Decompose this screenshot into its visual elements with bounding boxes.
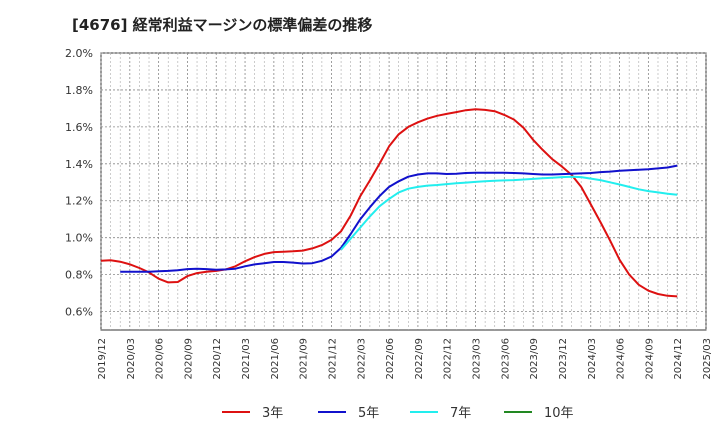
y-tick-label: 1.6% <box>65 121 93 134</box>
x-tick-label: 2020/06 <box>155 338 166 380</box>
x-tick-label: 2020/12 <box>212 338 223 380</box>
y-axis: 0.6% 0.8% 1.0% 1.2% 1.4% 1.6% 1.8% 2.0% <box>65 47 93 319</box>
x-tick-label: 2022/06 <box>385 338 396 380</box>
legend-label-2: 5年 <box>358 406 379 421</box>
x-tick-label: 2024/06 <box>616 338 627 380</box>
legend-label-3: 7年 <box>450 406 471 421</box>
x-tick-label: 2021/12 <box>327 338 338 380</box>
series-line-1 <box>100 108 678 298</box>
x-tick-label: 2021/09 <box>299 338 310 380</box>
y-tick-label: 1.4% <box>65 158 93 171</box>
series-line-2 <box>120 164 678 273</box>
x-tick-label: 2023/03 <box>472 338 483 380</box>
y-tick-label: 0.8% <box>65 269 93 282</box>
x-tick-label: 2024/03 <box>587 338 598 380</box>
legend-label-4: 10年 <box>544 406 574 421</box>
y-gridlines <box>101 52 706 312</box>
x-tick-label: 2020/03 <box>126 338 137 380</box>
y-tick-label: 1.0% <box>65 232 93 245</box>
x-tick-label: 2022/09 <box>414 338 425 380</box>
legend-label-1: 3年 <box>262 406 283 421</box>
legend: 3年 5年 7年 10年 <box>222 406 574 421</box>
y-tick-label: 0.6% <box>65 306 93 319</box>
x-tick-label: 2020/09 <box>183 338 194 380</box>
x-tick-label: 2023/09 <box>529 338 540 380</box>
x-tick-label: 2022/12 <box>443 338 454 380</box>
y-tick-label: 1.8% <box>65 84 93 97</box>
x-tick-label: 2021/03 <box>241 338 252 380</box>
x-tick-label: 2025/03 <box>702 338 713 380</box>
x-axis: 2019/12 2020/03 2020/06 2020/09 2020/12 2021/… <box>97 338 713 380</box>
y-tick-label: 2.0% <box>65 47 93 60</box>
x-tick-label: 2024/12 <box>673 338 684 380</box>
y-tick-label: 1.2% <box>65 195 93 208</box>
x-tick-label: 2022/03 <box>356 338 367 380</box>
x-tick-label: 2023/06 <box>500 338 511 380</box>
chart-title: [4676] 経常利益マージンの標準偏差の推移 <box>72 16 373 34</box>
series-line-3 <box>340 175 678 251</box>
series-lines <box>100 108 678 298</box>
x-tick-label: 2023/12 <box>558 338 569 380</box>
x-tick-label: 2019/12 <box>97 338 108 380</box>
x-tick-label: 2024/09 <box>644 338 655 380</box>
x-tick-label: 2021/06 <box>270 338 281 380</box>
